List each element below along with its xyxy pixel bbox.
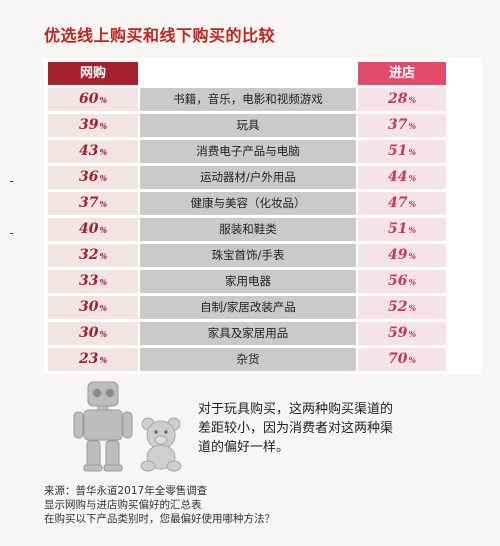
category-label: 自制/家居改装产品 [140, 296, 356, 319]
table-row: 23% 杂货 70% [0, 348, 500, 371]
source-footer: 来源：普华永道2017年全零售调查 显示网购与进店购买偏好的汇总表 在购买以下产… [44, 484, 275, 526]
table-row: 37% 健康与美容（化妆品） 47% [0, 192, 500, 215]
page-title: 优选线上购买和线下购买的比较 [44, 26, 276, 45]
offline-value: 49% [358, 244, 446, 267]
offline-value: 28% [358, 88, 446, 111]
offline-value: 51% [358, 218, 446, 241]
offline-value: 44% [358, 166, 446, 189]
insight-note: 对于玩具购买，这两种购买渠道的差距较小，因为消费者对这两种渠道的偏好一样。 [198, 402, 394, 455]
offline-value: 51% [358, 140, 446, 163]
robot-icon [73, 381, 133, 472]
online-value: 30% [48, 322, 138, 345]
table-row: 30% 自制/家居改装产品 52% [0, 296, 500, 319]
table-row: 40% 服装和鞋类 51% [0, 218, 500, 241]
footer-line: 显示网购与进店购买偏好的汇总表 [44, 499, 202, 511]
table-row: 36% 运动器材/户外用品 44% [0, 166, 500, 189]
offline-value: 56% [358, 270, 446, 293]
category-label: 珠宝首饰/手表 [140, 244, 356, 267]
offline-value: 37% [358, 114, 446, 137]
table-row: 39% 玩具 37% [0, 114, 500, 137]
online-value: 30% [48, 296, 138, 319]
online-value: 32% [48, 244, 138, 267]
online-value: 60% [48, 88, 138, 111]
category-label: 玩具 [140, 114, 356, 137]
category-label: 杂货 [140, 348, 356, 371]
teddy-bear-icon [140, 417, 182, 472]
footer-line: 在购买以下产品类别时，您最偏好使用哪种方法？ [44, 513, 275, 525]
header-online: 网购 [48, 62, 138, 85]
footer-line: 来源：普华永道2017年全零售调查 [44, 485, 208, 497]
header-offline: 进店 [358, 62, 446, 85]
table-row: 60% 书籍，音乐，电影和视频游戏 28% [0, 88, 500, 111]
online-value: 36% [48, 166, 138, 189]
online-value: 23% [48, 348, 138, 371]
category-label: 服装和鞋类 [140, 218, 356, 241]
online-value: 33% [48, 270, 138, 293]
robot-and-teddy-bear-illustration [73, 381, 182, 472]
category-label: 消费电子产品与电脑 [140, 140, 356, 163]
table-row: 32% 珠宝首饰/手表 49% [0, 244, 500, 267]
table-row: 43% 消费电子产品与电脑 51% [0, 140, 500, 163]
offline-value: 52% [358, 296, 446, 319]
online-value: 37% [48, 192, 138, 215]
online-value: 43% [48, 140, 138, 163]
offline-value: 70% [358, 348, 446, 371]
category-label: 书籍，音乐，电影和视频游戏 [140, 88, 356, 111]
category-label: 健康与美容（化妆品） [140, 192, 356, 215]
table-row: 30% 家具及家居用品 59% [0, 322, 500, 345]
offline-value: 47% [358, 192, 446, 215]
table-row: 33% 家用电器 56% [0, 270, 500, 293]
category-label: 家用电器 [140, 270, 356, 293]
category-label: 运动器材/户外用品 [140, 166, 356, 189]
online-value: 40% [48, 218, 138, 241]
category-label: 家具及家居用品 [140, 322, 356, 345]
offline-value: 59% [358, 322, 446, 345]
online-value: 39% [48, 114, 138, 137]
